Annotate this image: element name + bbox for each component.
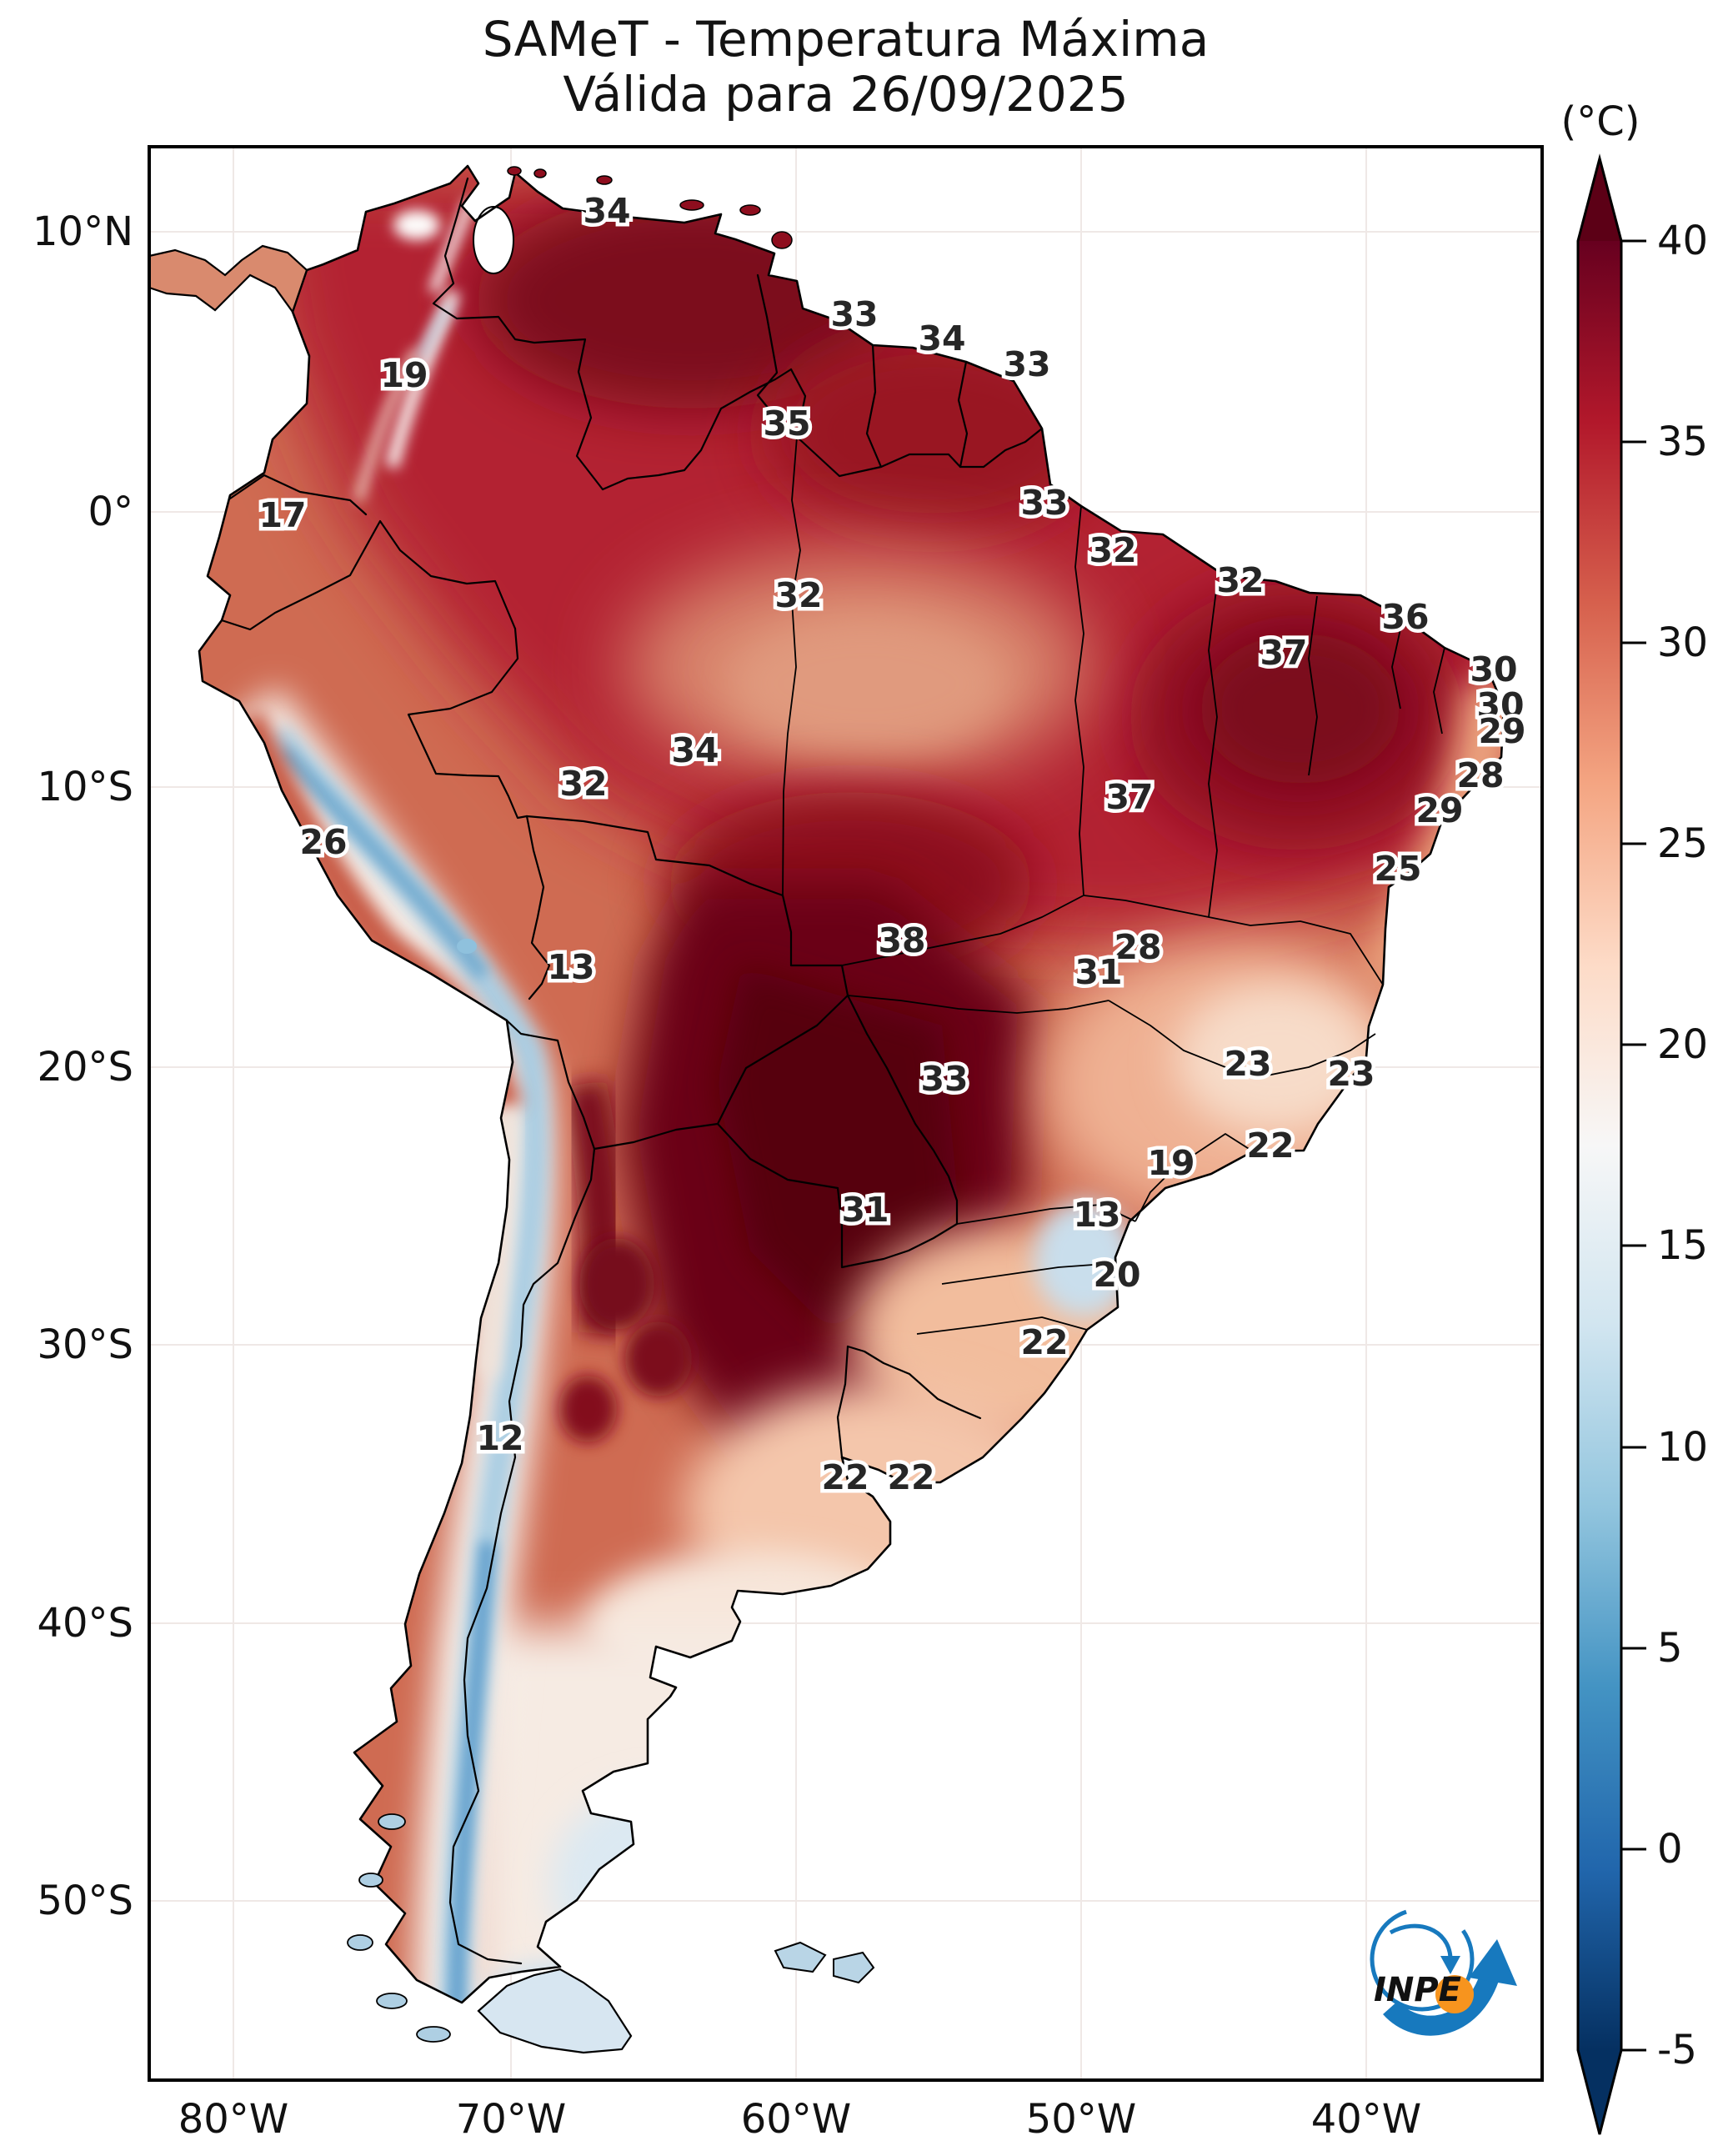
temp-label: 32 <box>559 764 607 804</box>
colorbar-unit-label: (°C) <box>1560 98 1640 145</box>
lon-tick-label: 70°W <box>455 2096 567 2143</box>
temp-label: 32 <box>1216 560 1264 600</box>
temp-label: 22 <box>821 1457 869 1497</box>
panama-isthmus <box>148 244 308 314</box>
temp-label: 34 <box>918 318 965 358</box>
lake-maracaibo <box>473 206 514 274</box>
colorbar-tick-label: 30 <box>1657 619 1709 666</box>
inpe-logo-swirl-inner <box>1389 1923 1453 1958</box>
inpe-logo-orange-dot <box>1435 1975 1474 2013</box>
temp-label: 32 <box>774 575 822 615</box>
falkland-islands <box>774 1941 875 1984</box>
temp-label: 33 <box>1003 344 1050 384</box>
colorbar-tick-label: -5 <box>1657 2027 1697 2073</box>
temp-label: 33 <box>1020 483 1068 523</box>
temp-label: 13 <box>547 947 594 987</box>
temp-label: 34 <box>583 191 630 231</box>
temp-label: 34 <box>671 730 719 770</box>
temp-label: 12 <box>476 1418 523 1458</box>
temp-label: 29 <box>1478 711 1525 751</box>
temp-label: 23 <box>1327 1054 1375 1094</box>
state-borders <box>782 436 1445 1335</box>
lat-tick-label: 10°S <box>37 764 133 810</box>
tierra-del-fuego <box>477 1968 633 2054</box>
lat-tick-label: 10°N <box>33 208 133 255</box>
temp-label: 22 <box>1020 1322 1068 1362</box>
colorbar-tick-marks <box>1621 239 1646 2052</box>
temp-label: 35 <box>763 404 810 444</box>
temp-label: 37 <box>1260 633 1307 673</box>
temp-label: 32 <box>1089 530 1136 570</box>
temp-label: 19 <box>1147 1143 1195 1183</box>
colorbar-tick-label: 10 <box>1657 1424 1709 1471</box>
lon-tick-label: 40°W <box>1310 2096 1422 2143</box>
lat-tick-label: 40°S <box>37 1600 133 1647</box>
temp-label: 22 <box>1246 1126 1294 1166</box>
lat-tick-label: 30°S <box>37 1321 133 1368</box>
temp-label: 37 <box>1105 777 1153 817</box>
temp-label: 28 <box>1456 755 1504 795</box>
inpe-logo: INPE <box>1370 1907 1517 2036</box>
title-line-2: Válida para 26/09/2025 <box>563 66 1129 123</box>
lat-tick-label: 0° <box>88 489 133 535</box>
colorbar-tick-label: 25 <box>1657 820 1709 867</box>
continent-coastline <box>198 164 1505 2004</box>
caribbean-islands <box>507 166 793 249</box>
temp-label: 38 <box>878 920 925 960</box>
temp-label: 31 <box>841 1190 889 1230</box>
lat-tick-label: 50°S <box>37 1878 133 1924</box>
lon-tick-label: 50°W <box>1025 2096 1137 2143</box>
inpe-logo-small-arrowhead <box>1440 1956 1460 1974</box>
inpe-logo-big-arrowhead <box>1469 1939 1517 1986</box>
temp-label: 26 <box>299 822 347 862</box>
colorbar-tick-label: 40 <box>1657 218 1709 264</box>
temp-label: 31 <box>1074 952 1122 992</box>
temp-label: 22 <box>887 1457 934 1497</box>
country-borders <box>220 177 1044 1965</box>
chilean-islands <box>347 1813 451 2043</box>
temp-label: 29 <box>1415 790 1463 830</box>
lat-tick-label: 20°S <box>37 1044 133 1091</box>
colorbar-tick-label: 20 <box>1657 1021 1709 1068</box>
temp-label: 28 <box>1114 927 1161 967</box>
temp-label: 17 <box>258 495 306 535</box>
temp-label: 30 <box>1470 649 1517 689</box>
colorbar-tick-label: 35 <box>1657 419 1709 465</box>
title-line-1: SAMeT - Temperatura Máxima <box>482 11 1210 68</box>
inpe-logo-big-arrow <box>1383 1970 1500 2036</box>
axes-frame <box>148 145 1544 2082</box>
temp-label: 33 <box>920 1059 968 1099</box>
temp-label: 33 <box>830 294 878 334</box>
lon-tick-label: 60°W <box>740 2096 852 2143</box>
temp-label: 30 <box>1476 685 1524 725</box>
temp-label: 25 <box>1374 849 1421 889</box>
temp-label: 19 <box>380 355 428 395</box>
colorbar <box>1576 153 1646 2135</box>
lon-tick-label: 80°W <box>178 2096 289 2143</box>
inpe-logo-text: INPE <box>1374 1971 1461 2009</box>
chart-title: SAMeT - Temperatura Máxima Válida para 2… <box>149 12 1542 122</box>
colorbar-tick-label: 0 <box>1657 1826 1683 1873</box>
temp-label: 23 <box>1224 1044 1271 1084</box>
temp-label: 36 <box>1381 597 1429 637</box>
temp-label: 20 <box>1093 1255 1140 1295</box>
colorbar-tick-label: 5 <box>1657 1625 1683 1672</box>
colorbar-tick-label: 15 <box>1657 1222 1709 1269</box>
temp-label: 13 <box>1073 1195 1120 1235</box>
